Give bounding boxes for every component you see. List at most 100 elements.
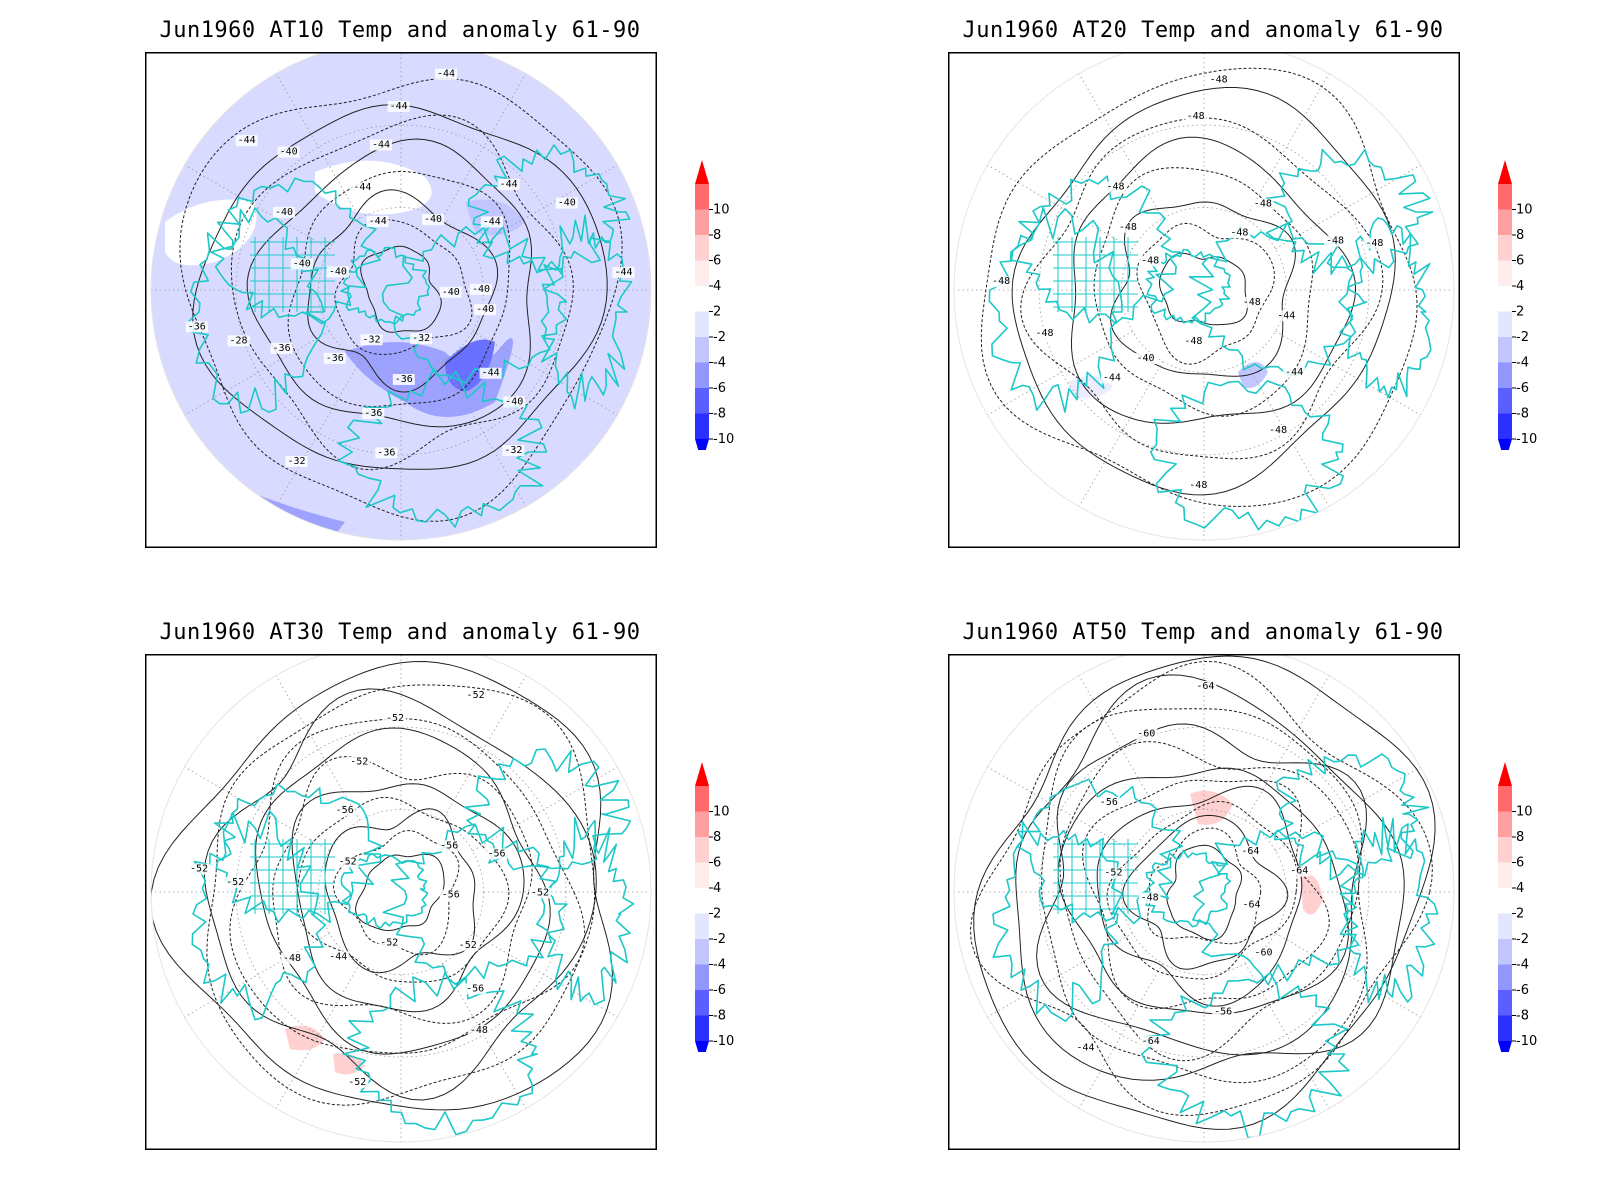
contour-line	[1093, 167, 1314, 417]
coastline	[467, 144, 631, 275]
coastline	[1265, 148, 1434, 275]
contour-label: -40	[505, 396, 523, 407]
colorbar-segment	[1498, 939, 1512, 965]
contour-line	[206, 684, 596, 1106]
coastline	[213, 783, 383, 924]
colorbar-label: 8	[1516, 228, 1524, 243]
colorbar-label: -4	[1516, 958, 1529, 973]
colorbar-label: 4	[1516, 279, 1524, 294]
contour-label: -40	[442, 287, 460, 298]
colorbar-label: 2	[713, 907, 721, 922]
contour-label: -44	[1077, 1043, 1095, 1054]
colorbar-segment	[695, 362, 709, 388]
contour-line	[360, 245, 442, 333]
colorbar-segment	[695, 888, 709, 914]
contour-label: -48	[283, 953, 301, 964]
contour-line	[980, 67, 1418, 508]
colorbar-segment	[1498, 235, 1512, 261]
contour-label: -44	[329, 951, 347, 962]
colorbar-segment	[695, 939, 709, 965]
contour-line	[324, 808, 476, 974]
contour-label: -36	[326, 353, 344, 364]
polar-stereographic-map: -64 -60 -56 -64 -44 -48 -52 -56 -60 -64 -64 -64	[948, 654, 1460, 1150]
contour-label: -40	[293, 258, 311, 269]
contour-label: -40	[275, 207, 293, 218]
anomaly-colorbar: 10 8 6 4 2 -2 -4 -6 -8 -10	[693, 160, 773, 463]
contour-label: -44	[500, 179, 518, 190]
contour-label: -40	[329, 266, 347, 277]
colorbar-segment	[695, 388, 709, 414]
colorbar-label: 6	[1516, 856, 1524, 871]
coastline	[1273, 753, 1430, 881]
colorbar-label: -2	[1516, 330, 1529, 345]
contour-label: -52	[348, 1077, 366, 1088]
colorbar-segment	[695, 913, 709, 939]
contour-label: -56	[440, 840, 458, 851]
contour-label: -48	[1187, 111, 1205, 122]
map-panel-at20: Jun1960 AT20 Temp and anomaly 61-90 -48-…	[948, 18, 1600, 578]
contour-label: -44	[1277, 310, 1295, 321]
contour-line	[969, 660, 1433, 1116]
map-frame-border	[145, 654, 657, 1150]
colorbar-label: 6	[713, 856, 721, 871]
contour-label: -52	[467, 690, 485, 701]
colorbar-label: -4	[1516, 356, 1529, 371]
colorbar-segment	[695, 786, 709, 812]
contour-label: -64	[1242, 900, 1260, 911]
colorbar-label: -10	[1516, 432, 1537, 447]
contour-line	[1036, 723, 1368, 1056]
anomaly-colorbar: 10 8 6 4 2 -2 -4 -6 -8 -10	[1496, 762, 1576, 1065]
contour-label: -40	[424, 214, 442, 225]
contour-label: -52	[350, 757, 368, 768]
colorbar-segment	[1498, 388, 1512, 414]
colorbar-segment	[695, 184, 709, 210]
contour-line	[1015, 674, 1405, 1081]
colorbar-segment	[1498, 184, 1512, 210]
colorbar-label: -8	[713, 407, 726, 422]
panel-title: Jun1960 AT20 Temp and anomaly 61-90	[962, 18, 1444, 43]
contour-line	[1110, 201, 1296, 377]
contour-label: -56	[1100, 797, 1118, 808]
polar-stereographic-map: -56 -52 -56 -48 -52 -52 -44 -48 -52 -52 -52 -56 -52 -…	[145, 654, 657, 1150]
contour-line	[1147, 827, 1262, 945]
contour-line	[287, 170, 511, 408]
colorbar-label: -6	[1516, 381, 1529, 396]
colorbar-label: -10	[713, 432, 734, 447]
contour-label: -48	[1243, 297, 1261, 308]
colorbar-label: 10	[713, 805, 730, 820]
contour-line	[1011, 87, 1396, 496]
colorbar-label: 2	[1516, 907, 1524, 922]
contour-label: -52	[380, 938, 398, 949]
coastline	[340, 852, 429, 929]
colorbar-segment	[1498, 888, 1512, 914]
contour-label: -36	[364, 408, 382, 419]
map-frame-border	[145, 52, 657, 548]
colorbar-top-arrow	[1498, 160, 1512, 184]
colorbar-segment	[695, 413, 709, 439]
contour-label: -48	[1184, 336, 1202, 347]
contour-line	[192, 104, 608, 470]
colorbar-segment	[1498, 837, 1512, 863]
colorbar-segment	[695, 990, 709, 1016]
contour-label: -36	[377, 447, 395, 458]
coastline	[210, 177, 381, 325]
contour-line	[246, 138, 533, 428]
contour-line	[272, 756, 533, 1024]
colorbar-label: -6	[1516, 983, 1529, 998]
contour-label: -48	[1106, 181, 1124, 192]
contour-label: -48	[1189, 480, 1207, 491]
contour-label: -44	[437, 69, 455, 80]
polar-map: -40 -40 -44 -40 -32 -32 -36 -36 -36 -32 -32 -36 -36 -…	[145, 52, 657, 548]
anomaly-colorbar: 10 8 6 4 2 -2 -4 -6 -8 -10	[693, 762, 773, 1065]
contour-label: -48	[1210, 75, 1228, 86]
coastline	[1145, 248, 1231, 325]
coastline	[1141, 972, 1350, 1139]
contour-label: -44	[1285, 367, 1303, 378]
colorbar-label: 8	[1516, 830, 1524, 845]
colorbar-label: 10	[713, 203, 730, 218]
colorbar-label: -10	[1516, 1034, 1537, 1049]
colorbar-label: 2	[713, 305, 721, 320]
contour-line	[333, 830, 460, 956]
colorbar-segment	[1498, 964, 1512, 990]
contour-label: -32	[363, 334, 381, 345]
